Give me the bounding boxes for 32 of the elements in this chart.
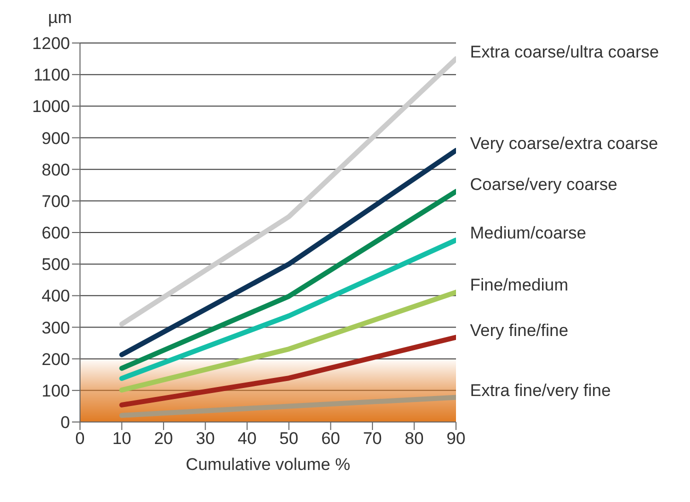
series-label: Medium/coarse bbox=[470, 224, 586, 243]
y-tick-label: 1000 bbox=[32, 97, 70, 116]
y-axis-title: µm bbox=[48, 8, 72, 27]
x-tick-label: 0 bbox=[75, 429, 85, 448]
series-label: Fine/medium bbox=[470, 276, 568, 295]
x-tick-label: 60 bbox=[321, 429, 340, 448]
y-tick-label: 1200 bbox=[32, 34, 70, 54]
y-tick-label: 600 bbox=[42, 224, 70, 243]
y-tick-label: 700 bbox=[42, 192, 70, 211]
x-tick-label: 40 bbox=[238, 429, 257, 448]
x-axis-title: Cumulative volume % bbox=[186, 455, 350, 474]
series-label: Very coarse/extra coarse bbox=[470, 134, 658, 153]
series-label: Extra fine/very fine bbox=[470, 380, 611, 400]
series-label: Very fine/fine bbox=[470, 320, 568, 340]
y-tick-label: 1100 bbox=[33, 66, 70, 85]
x-tick-label: 70 bbox=[362, 429, 382, 448]
x-tick-label: 10 bbox=[112, 429, 132, 448]
y-tick-label: 500 bbox=[42, 255, 70, 274]
series-label: Extra coarse/ultra coarse bbox=[470, 42, 659, 62]
y-tick-label: 800 bbox=[42, 160, 70, 180]
x-tick-label: 50 bbox=[279, 429, 298, 448]
y-tick-label: 300 bbox=[42, 318, 70, 338]
y-tick-label: 200 bbox=[42, 350, 70, 369]
x-tick-label: 90 bbox=[446, 429, 466, 448]
y-tick-label: 900 bbox=[42, 128, 70, 148]
y-tick-label: 0 bbox=[60, 413, 70, 432]
x-tick-label: 80 bbox=[404, 429, 424, 448]
y-tick-label: 400 bbox=[42, 286, 70, 306]
y-tick-label: 100 bbox=[42, 381, 70, 400]
series-label: Coarse/very coarse bbox=[470, 174, 618, 194]
x-tick-label: 30 bbox=[196, 429, 215, 448]
x-tick-label: 20 bbox=[154, 429, 174, 448]
